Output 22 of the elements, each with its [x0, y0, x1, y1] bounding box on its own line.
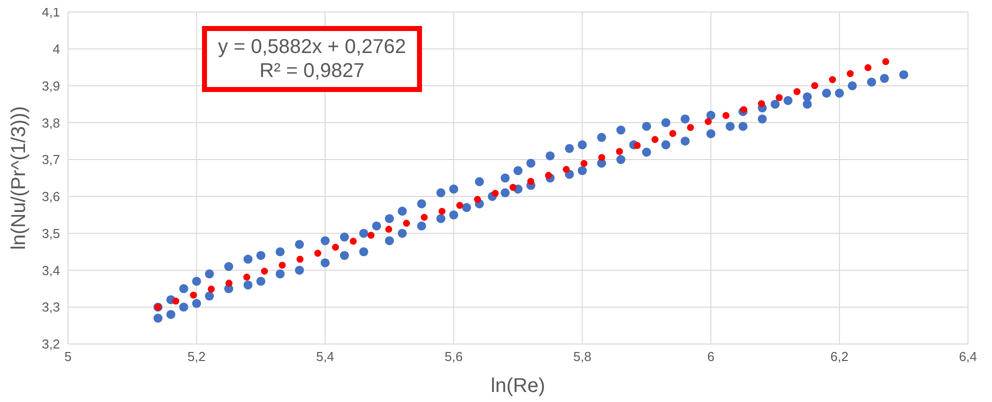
y-tick-label: 3,9 — [42, 78, 60, 94]
x-tick-label: 6,4 — [958, 349, 978, 364]
x-tick-label: 5,6 — [444, 349, 463, 364]
x-tick-label: 5,8 — [573, 349, 592, 364]
y-tick-label: 3,7 — [42, 152, 60, 168]
x-tick-label: 6,2 — [830, 349, 848, 364]
y-tick-label: 3,8 — [42, 115, 60, 130]
y-tick-label: 4,1 — [42, 4, 60, 20]
y-tick-label: 4 — [52, 42, 60, 57]
annotation: y = 0,5882x + 0,2762 — [217, 35, 407, 59]
y-tick-label: 3,6 — [42, 189, 60, 204]
x-tick-label: 5 — [64, 349, 72, 364]
y-axis-title: ln(Nu/(Pr^(1/3))) — [8, 106, 30, 250]
y-tick-label: 3,2 — [42, 336, 60, 352]
y-tick-label: 3,5 — [42, 226, 60, 241]
x-tick-label: 5,4 — [316, 349, 334, 364]
x-axis-title: ln(Re) — [490, 375, 546, 397]
annotation: R² = 0,9827 — [258, 59, 366, 83]
x-tick-label: 5,2 — [188, 349, 206, 364]
y-tick-label: 3,3 — [42, 300, 60, 315]
y-tick-label: 3,4 — [42, 262, 60, 278]
x-tick-label: 6 — [707, 349, 714, 364]
